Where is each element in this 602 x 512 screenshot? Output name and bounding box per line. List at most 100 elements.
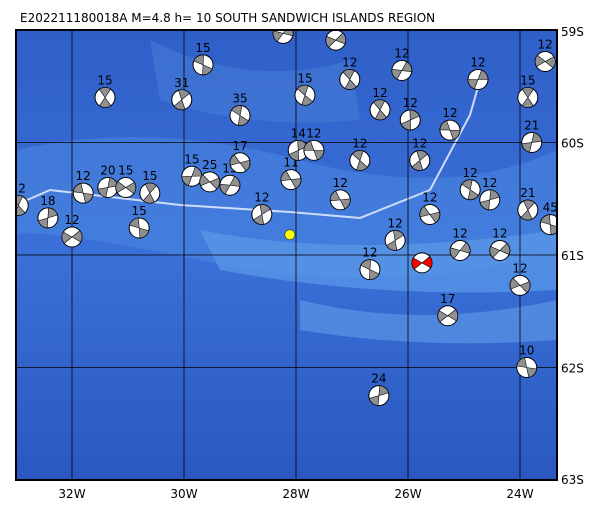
beachball [272,30,294,44]
depth-label: 12 [372,86,387,100]
beachball-quadrant [329,190,351,210]
beachball [479,189,501,211]
lon-label: 28W [282,487,309,501]
beachball [303,139,325,161]
beachball-quadrant [342,69,357,90]
beachball-quadrant [449,242,471,259]
depth-label: 12 [352,137,367,151]
beachball-quadrant [386,230,405,251]
beachball-quadrant [351,150,368,171]
station [284,229,296,240]
beachball-quadrant [360,259,380,280]
beachball-quadrant [411,256,433,270]
beachball [449,240,471,261]
beachball [489,240,511,261]
depth-label: 12 [333,176,348,190]
beachball [369,99,391,121]
depth-label: 12 [482,176,497,190]
beachball [339,69,361,90]
beachball-quadrant [199,174,221,190]
lon-label: 32W [58,487,85,501]
depth-label: 14 [291,126,306,140]
depth-label: 10 [519,344,534,358]
beachball [399,109,421,131]
beachball [325,30,347,51]
depth-label: 12 [362,246,377,260]
depth-label: 12 [463,166,478,180]
beachball [229,152,251,174]
beachball [97,177,119,198]
beachball [171,89,193,111]
beachball-quadrant [419,205,441,224]
lon-label: 24W [506,487,533,501]
beachball [467,69,489,90]
depth-label: 12 [442,106,457,120]
beachball [128,217,150,239]
depth-label: 17 [440,292,455,306]
beachball [391,60,413,81]
lon-label: 30W [170,487,197,501]
depth-label: 45 [543,201,558,215]
beachball-quadrant [129,217,150,239]
beachball [181,165,203,187]
beachball-quadrant [61,230,83,244]
depth-label: 15 [297,71,312,85]
beachball [359,259,381,281]
beachball-quadrant [437,309,459,323]
beachball-quadrant [219,175,241,195]
beachball [16,195,29,216]
lat-label: 61S [561,249,584,263]
beachball-quadrant [229,154,251,172]
beachball [229,105,251,126]
depth-label: 12 [412,137,427,151]
depth-label: 12 [422,191,437,205]
beachball [72,182,94,204]
beachball [409,150,431,171]
beachball-quadrant [173,89,190,111]
beachball-quadrant [521,132,543,153]
beachball [368,385,390,407]
beachball-quadrant [520,199,536,221]
beachball [516,357,538,378]
beachball-quadrant [400,109,420,131]
depth-label: 18 [40,194,55,208]
depth-label: 12 [403,96,418,110]
depth-label: 12 [342,56,357,70]
depth-label: 15 [195,41,210,55]
beachball-quadrant [467,69,489,90]
beachball [94,87,116,108]
beachball-quadrant [98,87,112,108]
depth-label: 12 [11,182,26,196]
beachball-quadrant [461,179,479,201]
beachball [219,174,241,196]
depth-label: 12 [76,169,91,183]
map-title: E202211180018A M=4.8 h= 10 SOUTH SANDWIC… [20,11,435,25]
beachball [539,214,557,236]
beachball-quadrant [489,242,511,259]
beachball-quadrant [231,105,249,126]
depth-label: 17 [232,139,247,153]
beachball-quadrant [439,120,461,140]
beachball [419,204,441,225]
depth-label: 12 [254,191,269,205]
depth-label: 12 [492,227,507,241]
lat-label: 62S [561,362,584,376]
beachball [139,182,161,204]
depth-label: 12 [387,216,402,230]
beachball [37,207,59,229]
beachball [437,305,459,327]
depth-label: 12 [512,261,527,275]
beachball [411,252,433,274]
beachball [534,51,556,72]
beachball [115,177,137,198]
beachball-quadrant [38,207,58,229]
depth-label: 15 [118,164,133,178]
lon-label: 26W [394,487,421,501]
beachball-quadrant [516,357,537,378]
beachball [192,54,214,76]
beachball [280,169,302,191]
depth-label: 12 [538,38,553,52]
depth-label: 31 [174,76,189,90]
